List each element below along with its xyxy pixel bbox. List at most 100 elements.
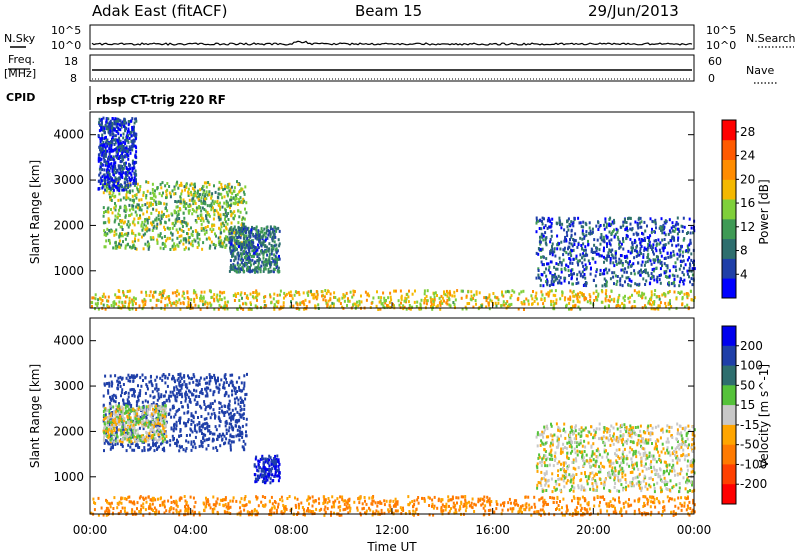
echo-cell — [595, 249, 598, 253]
echo-cell — [560, 261, 563, 265]
echo-cell — [117, 212, 120, 216]
echo-cell — [115, 122, 118, 126]
echo-cell — [213, 208, 216, 212]
echo-cell — [205, 447, 208, 451]
echo-cell — [119, 375, 122, 379]
echo-cell — [154, 387, 157, 391]
echo-cell — [208, 190, 211, 194]
echo-cell — [149, 203, 152, 207]
echo-cell — [112, 138, 114, 142]
echo-cell — [636, 223, 639, 226]
echo-cell — [141, 203, 144, 207]
echo-cell — [647, 242, 650, 246]
echo-cell — [102, 141, 105, 144]
echo-cell — [164, 304, 167, 308]
echo-cell — [114, 119, 117, 123]
echo-cell — [642, 253, 645, 257]
echo-cell — [263, 250, 266, 254]
echo-cell — [568, 257, 571, 260]
echo-cell — [179, 301, 182, 305]
echo-cell — [620, 268, 623, 272]
echo-cell — [240, 244, 243, 248]
echo-cell — [581, 261, 584, 265]
echo-cell — [595, 295, 597, 299]
echo-cell — [257, 243, 259, 247]
echo-cell — [235, 228, 237, 232]
echo-cell — [220, 222, 223, 226]
echo-cell — [125, 183, 128, 187]
echo-cell — [239, 230, 242, 234]
echo-cell — [567, 252, 570, 256]
echo-cell — [152, 401, 155, 405]
echo-cell — [432, 303, 435, 307]
echo-cell — [128, 208, 131, 212]
echo-cell — [111, 382, 114, 386]
echo-cell — [105, 239, 108, 243]
echo-cell — [97, 187, 100, 191]
echo-cell — [111, 394, 114, 398]
echo-cell — [232, 435, 235, 439]
echo-cell — [228, 412, 230, 416]
echo-cell — [467, 290, 470, 294]
echo-cell — [195, 403, 198, 406]
echo-cell — [347, 299, 350, 303]
echo-cell — [655, 244, 658, 247]
echo-cell — [131, 139, 134, 143]
echo-cell — [175, 205, 178, 209]
echo-cell — [686, 272, 689, 276]
echo-cell — [589, 301, 592, 305]
echo-cell — [246, 252, 249, 255]
echo-cell — [593, 299, 596, 302]
echo-cell — [232, 244, 235, 248]
echo-cell — [101, 163, 104, 167]
echo-cell — [230, 440, 233, 444]
echo-cell — [110, 208, 112, 211]
echo-cell — [653, 230, 656, 233]
echo-cell — [106, 167, 109, 171]
echo-cell — [636, 283, 639, 287]
echo-cell — [223, 381, 226, 385]
echo-cell — [620, 242, 623, 246]
echo-cell — [104, 231, 107, 235]
echo-cell — [616, 230, 619, 234]
echo-cell — [230, 231, 233, 235]
echo-cell — [122, 171, 125, 175]
echo-cell — [212, 228, 215, 232]
echo-cell — [125, 232, 128, 236]
echo-cell — [242, 401, 245, 404]
echo-cell — [126, 429, 129, 433]
echo-cell — [160, 395, 163, 399]
echo-cell — [105, 210, 108, 214]
echo-cell — [238, 385, 240, 389]
echo-cell — [130, 178, 133, 181]
echo-cell — [603, 227, 606, 231]
power-colorbar-label: Power [dB] — [757, 179, 771, 244]
echo-cell — [544, 224, 547, 228]
echo-cell — [159, 442, 162, 446]
echo-cell — [129, 151, 132, 155]
echo-cell — [221, 241, 224, 245]
echo-cell — [123, 209, 126, 213]
echo-cell — [209, 289, 212, 293]
echo-cell — [211, 439, 214, 443]
echo-cell — [564, 237, 566, 241]
echo-cell — [186, 411, 189, 415]
echo-cell — [195, 394, 198, 398]
echo-cell — [128, 296, 131, 300]
echo-cell — [579, 291, 582, 295]
echo-cell — [104, 439, 107, 442]
echo-cell — [576, 300, 579, 304]
echo-cell — [368, 294, 371, 298]
echo-cell — [251, 295, 254, 299]
echo-cell — [540, 298, 543, 302]
echo-cell — [143, 219, 146, 223]
echo-cell — [240, 242, 243, 246]
echo-cell — [549, 240, 552, 244]
echo-cell — [544, 231, 547, 235]
echo-cell — [145, 229, 148, 233]
echo-cell — [204, 433, 207, 437]
echo-cell — [204, 422, 207, 426]
echo-cell — [618, 242, 621, 246]
echo-cell — [207, 429, 210, 433]
echo-cell — [163, 202, 166, 206]
